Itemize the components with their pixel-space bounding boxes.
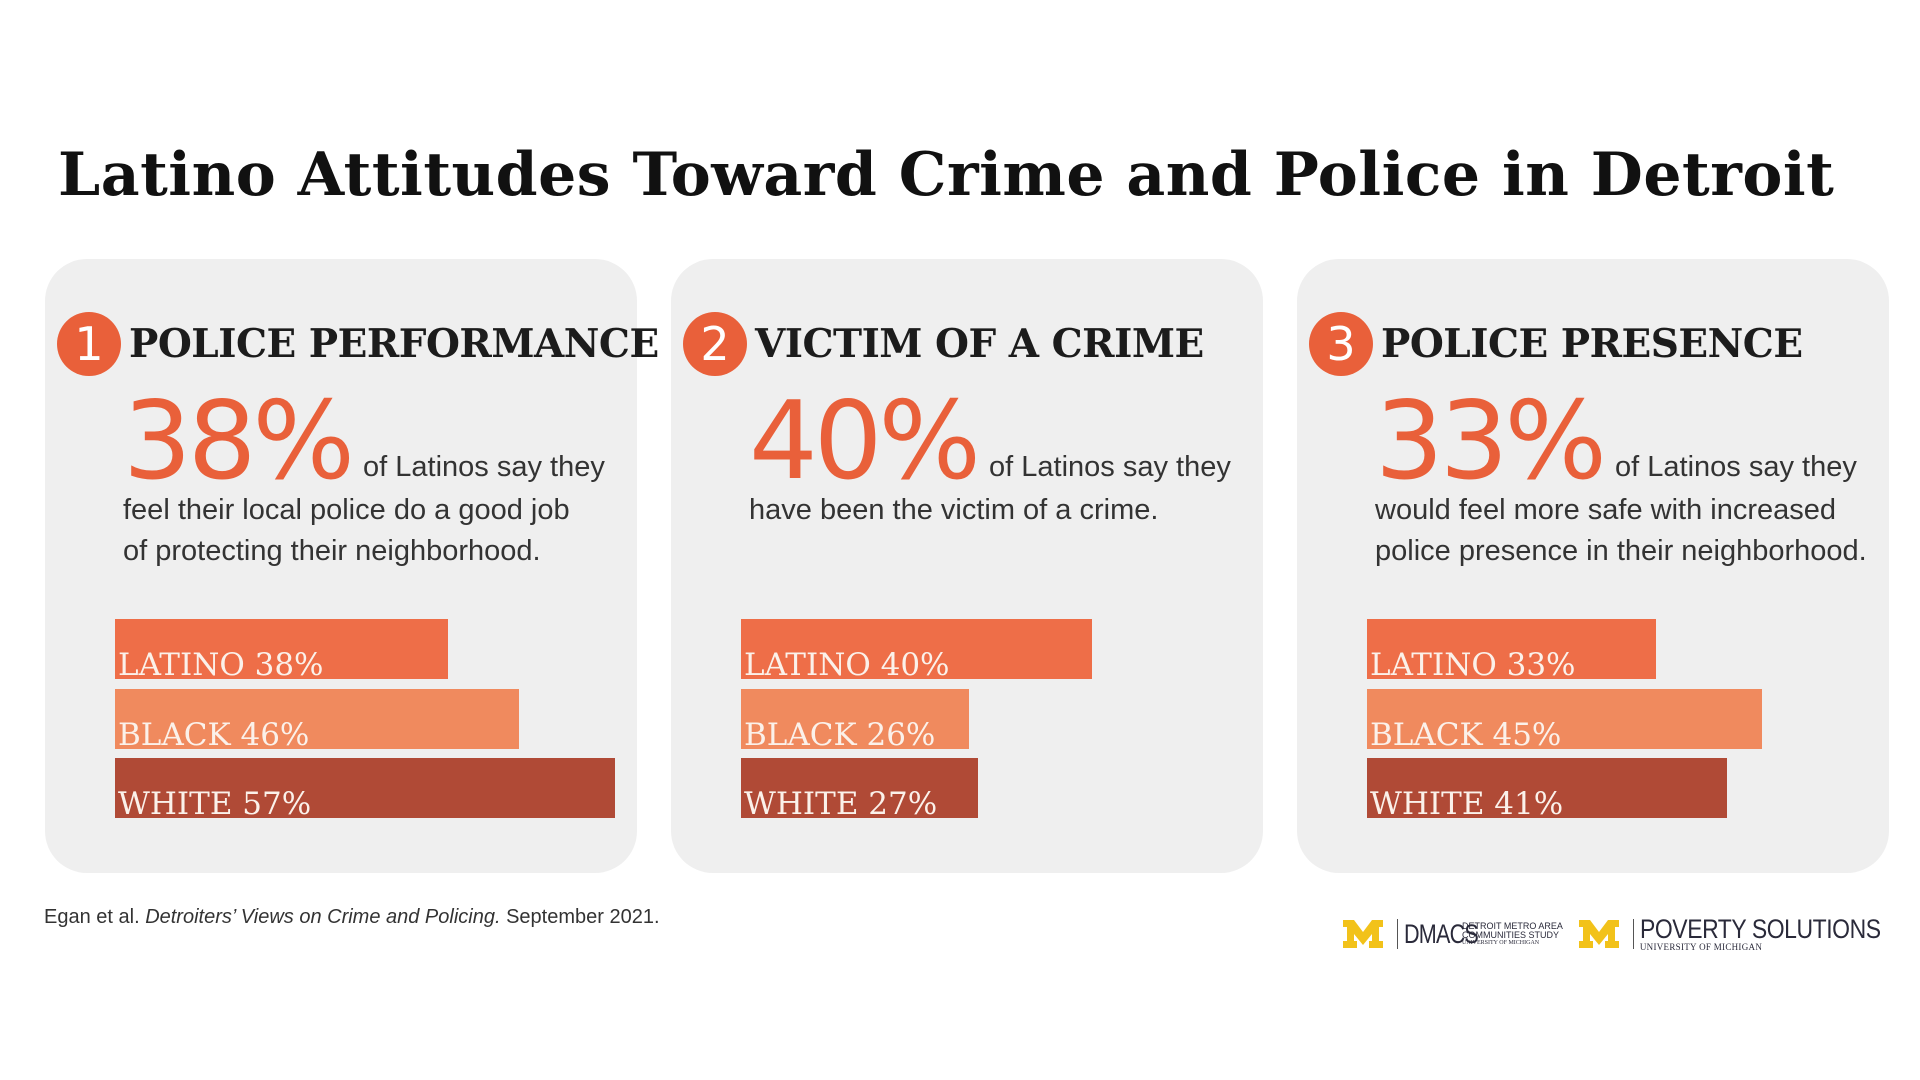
dmacs-subtitle: DETROIT METRO AREA COMMUNITIES STUDY UNI… <box>1462 920 1563 947</box>
bar-label: BLACK 26% <box>744 717 936 753</box>
panel-heading: VICTIM OF A CRIME <box>755 321 1204 367</box>
panel-police-presence: 3 POLICE PRESENCE 33% of Latinos say the… <box>1297 259 1889 873</box>
big-percent: 33% <box>1375 379 1607 504</box>
logo-divider <box>1632 919 1634 949</box>
michigan-m-logo-icon <box>1578 920 1619 948</box>
bar-white: WHITE 41% <box>1367 758 1727 822</box>
dmacs-line: COMMUNITIES STUDY <box>1462 929 1560 940</box>
stat-text-line: feel their local police do a good job <box>123 494 570 526</box>
bar-latino: LATINO 40% <box>741 619 1092 683</box>
bar-black: BLACK 45% <box>1367 689 1762 753</box>
stat-block: 38% of Latinos say they feel their local… <box>123 379 633 572</box>
michigan-m-logo-icon <box>1343 920 1383 948</box>
bar-label: BLACK 46% <box>118 717 310 753</box>
citation-title: Detroiters’ Views on Crime and Policing. <box>145 906 501 928</box>
stat-lead-text: of Latinos say they <box>989 451 1231 483</box>
citation-date: September 2021. <box>506 906 660 928</box>
bar-label: LATINO 33% <box>1370 647 1576 683</box>
bar-chart: LATINO 40% BLACK 26% WHITE 27% <box>741 259 1251 873</box>
panel-heading: POLICE PERFORMANCE <box>129 321 659 367</box>
stat-lead-text: of Latinos say they <box>363 451 605 483</box>
bar-chart: LATINO 33% BLACK 45% WHITE 41% <box>1367 259 1877 873</box>
dmacs-logo-text: DMACS <box>1404 918 1479 949</box>
poverty-solutions-text: POVERTY SOLUTIONS <box>1639 914 1881 944</box>
panel-header: 2 VICTIM OF A CRIME <box>683 312 1204 376</box>
big-percent: 40% <box>749 379 981 504</box>
bar-latino: LATINO 33% <box>1367 619 1656 683</box>
stat-text-line: police presence in their neighborhood. <box>1375 535 1867 567</box>
bar-label: BLACK 45% <box>1370 717 1562 753</box>
bar-latino: LATINO 38% <box>115 619 448 683</box>
stat-text-line: have been the victim of a crime. <box>749 494 1159 526</box>
number-badge: 3 <box>1309 312 1373 376</box>
stat-text-line: would feel more safe with increased <box>1375 494 1837 526</box>
bar-white: WHITE 57% <box>115 758 615 822</box>
number-badge: 1 <box>57 312 121 376</box>
poverty-solutions-subtitle: UNIVERSITY OF MICHIGAN <box>1639 942 1763 952</box>
page-title: Latino Attitudes Toward Crime and Police… <box>58 140 1835 210</box>
dmacs-line: UNIVERSITY OF MICHIGAN <box>1462 939 1540 946</box>
poverty-solutions-logo: POVERTY SOLUTIONS UNIVERSITY OF MICHIGAN <box>1639 914 1920 953</box>
bar-label: WHITE 41% <box>1370 786 1564 822</box>
panel-header: 3 POLICE PRESENCE <box>1309 312 1803 376</box>
bar-white: WHITE 27% <box>741 758 978 822</box>
stat-block: 33% of Latinos say they would feel more … <box>1375 379 1885 572</box>
bar-label: WHITE 27% <box>744 786 938 822</box>
bar-label: LATINO 38% <box>118 647 324 683</box>
stat-text-line: of protecting their neighborhood. <box>123 535 541 567</box>
big-percent: 38% <box>123 379 355 504</box>
bar-label: LATINO 40% <box>744 647 950 683</box>
panel-heading: POLICE PRESENCE <box>1381 321 1803 367</box>
source-citation: Egan et al. Detroiters’ Views on Crime a… <box>44 906 660 929</box>
stat-lead-text: of Latinos say they <box>1615 451 1857 483</box>
panel-header: 1 POLICE PERFORMANCE <box>57 312 659 376</box>
panel-victim-of-crime: 2 VICTIM OF A CRIME 40% of Latinos say t… <box>671 259 1263 873</box>
citation-author: Egan et al. <box>44 906 140 928</box>
number-badge: 2 <box>683 312 747 376</box>
partner-logos: DMACS DETROIT METRO AREA COMMUNITIES STU… <box>1343 912 1920 956</box>
panel-police-performance: 1 POLICE PERFORMANCE 38% of Latinos say … <box>45 259 659 873</box>
bar-chart: LATINO 38% BLACK 46% WHITE 57% <box>115 259 625 873</box>
bar-black: BLACK 26% <box>741 689 969 753</box>
stat-block: 40% of Latinos say they have been the vi… <box>749 379 1259 531</box>
dmacs-line: DETROIT METRO AREA <box>1462 920 1563 931</box>
bar-black: BLACK 46% <box>115 689 519 753</box>
logo-divider <box>1397 919 1398 949</box>
bar-label: WHITE 57% <box>118 786 312 822</box>
